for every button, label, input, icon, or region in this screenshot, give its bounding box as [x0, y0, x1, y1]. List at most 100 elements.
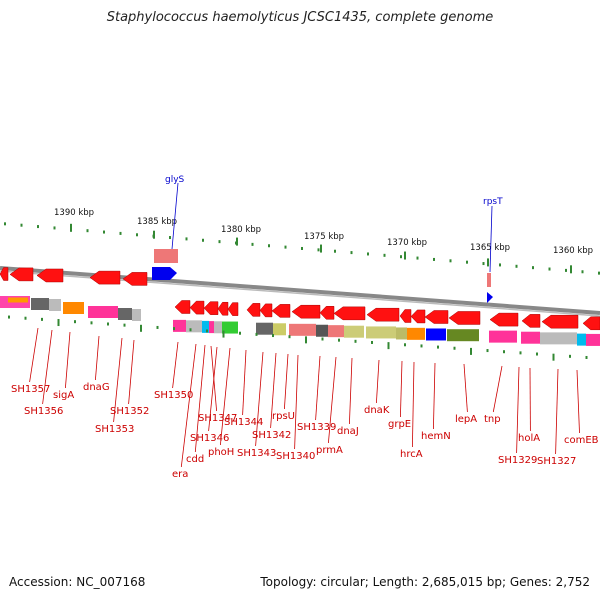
scale-minor-tick	[548, 267, 551, 271]
lower-tick	[536, 352, 538, 356]
rna-label: rpsT	[483, 197, 503, 207]
scale-minor-tick	[400, 255, 402, 259]
lower-tick	[206, 329, 208, 333]
gene-label: dnaK	[364, 405, 390, 416]
label-leaders	[29, 327, 580, 468]
gene-block	[209, 321, 214, 334]
lower-tick	[57, 319, 60, 327]
gene-label: SH1342	[252, 430, 291, 441]
gene-label: comEB	[564, 435, 599, 446]
scale-minor-tick	[185, 237, 188, 241]
gene-block	[316, 324, 328, 337]
glyS-block	[154, 249, 178, 263]
lower-tick	[41, 317, 43, 321]
gene-arrow	[9, 267, 34, 282]
rpsT-arrow	[487, 292, 493, 303]
label-leader	[328, 356, 337, 444]
label-leader	[463, 363, 468, 413]
scale-minor-tick	[317, 248, 320, 252]
lower-tick	[140, 324, 142, 332]
lower-ticks	[8, 315, 588, 361]
gene-block	[8, 297, 28, 303]
label-leader	[29, 327, 39, 383]
lower-tick	[387, 342, 390, 350]
lower-tick	[74, 320, 76, 324]
scale-labels: 1390 kbp 1385 kbp 1380 kbp 1375 kbp 1370 kbp…	[54, 208, 593, 256]
scale-major-tick	[70, 223, 72, 232]
label-leader	[180, 343, 197, 468]
label-leader	[294, 354, 299, 450]
scale-major-tick	[153, 230, 155, 239]
gene-arrow	[541, 314, 579, 329]
gene-label: lepA	[455, 414, 477, 425]
gene-arrow	[271, 304, 291, 318]
gene-label: SH1340	[276, 451, 315, 462]
gene-arrow	[189, 300, 205, 315]
gene-arrow	[424, 310, 449, 324]
gene-block	[273, 323, 286, 336]
gene-block	[521, 331, 540, 344]
label-leader	[412, 361, 415, 448]
scale-ticks	[4, 222, 600, 275]
gene-label: dnaJ	[337, 426, 359, 437]
label-leader	[194, 344, 206, 453]
rna-track: glyS rpsT	[152, 175, 503, 303]
label-leader	[95, 335, 100, 381]
scale-label: 1390 kbp	[54, 208, 94, 218]
scale-minor-tick	[4, 222, 6, 226]
scale-label: 1380 kbp	[221, 225, 261, 235]
gene-arrow	[448, 311, 481, 325]
accession-label: Accession: NC_007168	[9, 575, 146, 589]
gene-label: SH1327	[537, 456, 576, 467]
gene-arrow	[410, 309, 426, 324]
gene-label: holA	[518, 433, 540, 444]
gene-arrow	[217, 301, 229, 316]
gene-arrow	[333, 306, 366, 321]
gene-arrow	[291, 304, 321, 319]
gene-label: SH1343	[237, 448, 276, 459]
gene-block	[173, 319, 186, 332]
lower-tick	[503, 350, 505, 354]
lower-tick	[519, 351, 522, 355]
lower-tick	[90, 321, 93, 325]
lower-tick	[321, 337, 324, 341]
lower-tick	[305, 336, 307, 344]
gene-label: phoH	[208, 447, 234, 458]
gene-block	[344, 325, 364, 338]
label-leader	[220, 347, 231, 446]
gene-arrow	[89, 270, 121, 285]
scale-minor-tick	[37, 225, 39, 229]
gene-label: SH1357	[11, 384, 50, 395]
lower-tick	[453, 346, 456, 350]
scale-minor-tick	[284, 245, 287, 249]
map-title: Staphylococcus haemolyticus JCSC1435, co…	[106, 10, 494, 25]
gene-label: SH1346	[190, 433, 229, 444]
label-leader	[315, 355, 321, 421]
scale-minor-tick	[268, 244, 270, 248]
gene-block	[489, 330, 517, 343]
scale-minor-tick	[119, 231, 122, 235]
gene-block	[88, 306, 118, 318]
gene-label: grpE	[388, 419, 411, 430]
label-leader	[555, 368, 559, 455]
scale-minor-tick	[334, 249, 336, 253]
lower-tick	[272, 334, 274, 338]
genome-backbone-shadow	[0, 270, 600, 317]
scale-major-tick	[320, 244, 322, 253]
label-leader	[128, 339, 135, 405]
gene-label: SH1356	[24, 406, 63, 417]
scale-minor-tick	[598, 271, 600, 275]
lower-tick	[8, 315, 10, 319]
lower-tick	[239, 331, 241, 335]
label-leader	[172, 341, 179, 389]
gene-block	[132, 309, 141, 321]
gene-block	[63, 302, 84, 314]
rpsT-block	[487, 273, 491, 287]
scale-label: 1365 kbp	[470, 243, 510, 253]
scale-minor-tick	[482, 262, 485, 266]
label-leader	[376, 359, 380, 404]
label-leader	[42, 329, 53, 405]
scale-label: 1370 kbp	[387, 238, 427, 248]
scale-minor-tick	[301, 246, 303, 250]
